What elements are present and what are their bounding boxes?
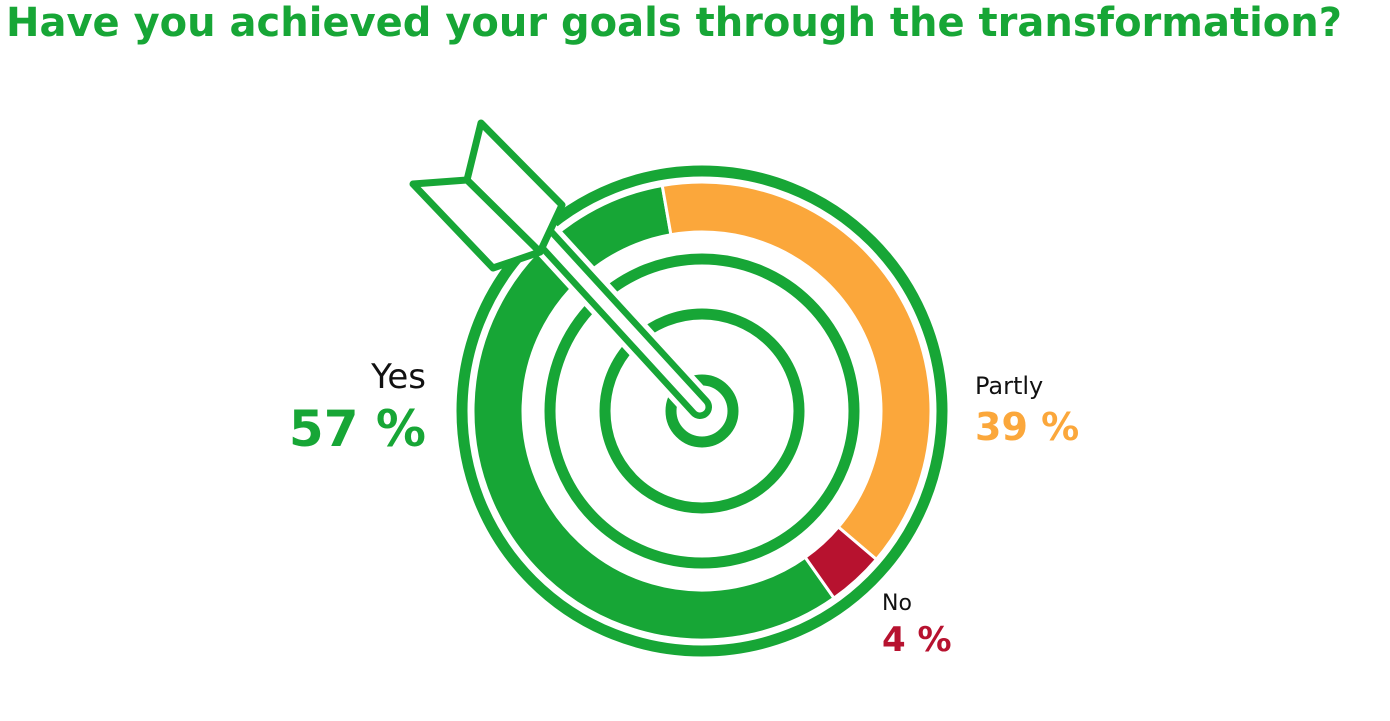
donut-segment	[471, 183, 837, 642]
category-label: No	[882, 591, 912, 616]
chart-title: Have you achieved your goals through the…	[6, 0, 1342, 46]
bullseye	[665, 374, 739, 448]
value-label: 57 %	[289, 400, 426, 458]
category-label: Yes	[370, 357, 426, 397]
value-label: 39 %	[975, 405, 1079, 449]
target-ring	[599, 308, 805, 514]
arrow	[409, 119, 717, 424]
value-label: 4 %	[882, 620, 952, 660]
outer-ring	[456, 165, 948, 657]
category-label: Partly	[975, 372, 1043, 400]
donut-segment	[803, 524, 879, 601]
target-ring	[544, 253, 860, 569]
donut	[471, 180, 933, 642]
donut-segment	[660, 180, 933, 562]
